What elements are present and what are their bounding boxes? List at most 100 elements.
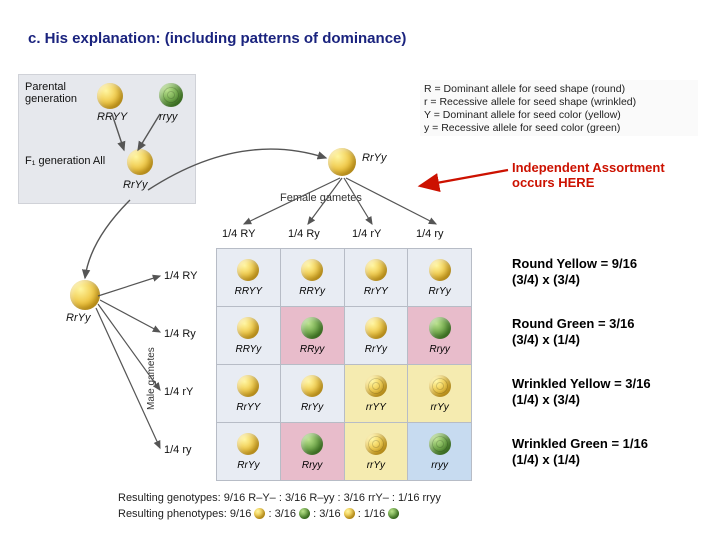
cell-pea-icon: [429, 375, 451, 397]
rp-prefix: Resulting phenotypes: 9/16: [118, 508, 251, 520]
parental-label: Parental generation: [25, 81, 77, 105]
ia-line1: Independent Assortment: [512, 160, 665, 175]
punnett-cell-3-3: rryy: [408, 423, 472, 481]
punnett-square: RRYYRRYyRrYYRrYyRRYyRRyyRrYyRryyRrYYRrYy…: [216, 248, 472, 481]
punnett-cell-2-3: rrYy: [408, 365, 472, 423]
phenotype-round-green: Round Green = 3/16 (3/4) x (1/4): [512, 316, 634, 348]
ia-line2: occurs HERE: [512, 175, 594, 190]
cell-genotype: RRyy: [281, 344, 344, 355]
rp-pea-y2: [344, 508, 355, 519]
cell-pea-icon: [301, 317, 323, 339]
punnett-cell-1-0: RRYy: [217, 307, 281, 365]
punnett-cell-1-2: RrYy: [344, 307, 408, 365]
cell-genotype: rryy: [408, 460, 471, 471]
rg-title: Round Green = 3/16: [512, 316, 634, 331]
parent-genotype-rryy: rryy: [159, 111, 177, 123]
fg-frac-1: 1/4 Ry: [288, 228, 320, 240]
fg-frac-0: 1/4 RY: [222, 228, 255, 240]
independent-assortment-label: Independent Assortment occurs HERE: [512, 160, 665, 190]
wy-title: Wrinkled Yellow = 3/16: [512, 376, 651, 391]
punnett-cell-0-3: RrYy: [408, 249, 472, 307]
punnett-cell-1-1: RRyy: [280, 307, 344, 365]
parent-pea-wrinkled-green: [159, 83, 183, 107]
punnett-cell-0-0: RRYY: [217, 249, 281, 307]
cell-pea-icon: [365, 259, 387, 281]
punnett-cell-1-3: Rryy: [408, 307, 472, 365]
key-line-y: y = Recessive allele for seed color (gre…: [424, 122, 694, 135]
punnett-cell-2-2: rrYY: [344, 365, 408, 423]
cell-genotype: rrYY: [345, 402, 408, 413]
key-line-R: R = Dominant allele for seed shape (roun…: [424, 83, 694, 96]
resulting-genotypes: Resulting genotypes: 9/16 R–Y– : 3/16 R–…: [118, 492, 441, 504]
mg-frac-3: 1/4 ry: [164, 444, 192, 456]
f1-label: F₁ generation All: [25, 155, 105, 167]
ry-sub: (3/4) x (3/4): [512, 272, 580, 287]
cell-genotype: RRYy: [217, 344, 280, 355]
allele-key-box: R = Dominant allele for seed shape (roun…: [420, 80, 698, 136]
cell-genotype: RrYy: [281, 402, 344, 413]
mg-frac-0: 1/4 RY: [164, 270, 197, 282]
cell-pea-icon: [301, 375, 323, 397]
parental-generation-panel: Parental generation RRYY rryy F₁ generat…: [18, 74, 196, 204]
cell-genotype: RrYY: [217, 402, 280, 413]
cell-pea-icon: [301, 259, 323, 281]
rp-pea-g2: [388, 508, 399, 519]
phenotype-round-yellow: Round Yellow = 9/16 (3/4) x (3/4): [512, 256, 637, 288]
parental-label-1: Parental: [25, 81, 66, 93]
punnett-cell-2-1: RrYy: [280, 365, 344, 423]
rg-sub: (3/4) x (1/4): [512, 332, 580, 347]
rp-m3: : 1/16: [358, 508, 386, 520]
cell-pea-icon: [429, 259, 451, 281]
cell-pea-icon: [365, 375, 387, 397]
parent-genotype-RRYY: RRYY: [97, 111, 127, 123]
cell-genotype: RrYy: [217, 460, 280, 471]
section-title: c. His explanation: (including patterns …: [28, 30, 406, 47]
rp-pea-g1: [299, 508, 310, 519]
fg-frac-3: 1/4 ry: [416, 228, 444, 240]
cell-pea-icon: [429, 317, 451, 339]
top-geno: RrYy: [362, 152, 386, 164]
parental-label-2: generation: [25, 93, 77, 105]
key-line-Y: Y = Dominant allele for seed color (yell…: [424, 109, 694, 122]
cell-pea-icon: [429, 433, 451, 455]
rp-pea-y1: [254, 508, 265, 519]
wg-sub: (1/4) x (1/4): [512, 452, 580, 467]
fg-frac-2: 1/4 rY: [352, 228, 381, 240]
ry-title: Round Yellow = 9/16: [512, 256, 637, 271]
punnett-cell-3-0: RrYy: [217, 423, 281, 481]
female-gametes-label: Female gametes: [280, 192, 362, 204]
rp-m1: : 3/16: [268, 508, 296, 520]
resulting-phenotypes: Resulting phenotypes: 9/16 : 3/16 : 3/16…: [118, 508, 399, 520]
cell-pea-icon: [365, 317, 387, 339]
center-pea-rryY: [70, 280, 100, 310]
mg-frac-1: 1/4 Ry: [164, 328, 196, 340]
cell-genotype: Rryy: [281, 460, 344, 471]
phenotype-wrinkled-yellow: Wrinkled Yellow = 3/16 (1/4) x (3/4): [512, 376, 651, 408]
cell-pea-icon: [365, 433, 387, 455]
cell-pea-icon: [237, 433, 259, 455]
top-pea-rryy: [328, 148, 356, 176]
punnett-cell-2-0: RrYY: [217, 365, 281, 423]
cell-pea-icon: [237, 375, 259, 397]
mg-frac-2: 1/4 rY: [164, 386, 193, 398]
f1-pea: [127, 149, 153, 175]
f1-genotype: RrYy: [123, 179, 147, 191]
cell-genotype: RRYy: [281, 286, 344, 297]
male-gametes-label: Male gametes: [146, 347, 157, 410]
parent-pea-round-yellow: [97, 83, 123, 109]
cell-genotype: rrYy: [408, 402, 471, 413]
rp-m2: : 3/16: [313, 508, 341, 520]
cell-pea-icon: [237, 259, 259, 281]
punnett-cell-0-2: RrYY: [344, 249, 408, 307]
cell-pea-icon: [301, 433, 323, 455]
cell-genotype: RRYY: [217, 286, 280, 297]
cell-genotype: Rryy: [408, 344, 471, 355]
center-genotype: RrYy: [66, 312, 90, 324]
cell-genotype: RrYY: [345, 286, 408, 297]
punnett-cell-3-2: rrYy: [344, 423, 408, 481]
wy-sub: (1/4) x (3/4): [512, 392, 580, 407]
cell-pea-icon: [237, 317, 259, 339]
key-line-r: r = Recessive allele for seed shape (wri…: [424, 96, 694, 109]
cell-genotype: rrYy: [345, 460, 408, 471]
punnett-cell-0-1: RRYy: [280, 249, 344, 307]
